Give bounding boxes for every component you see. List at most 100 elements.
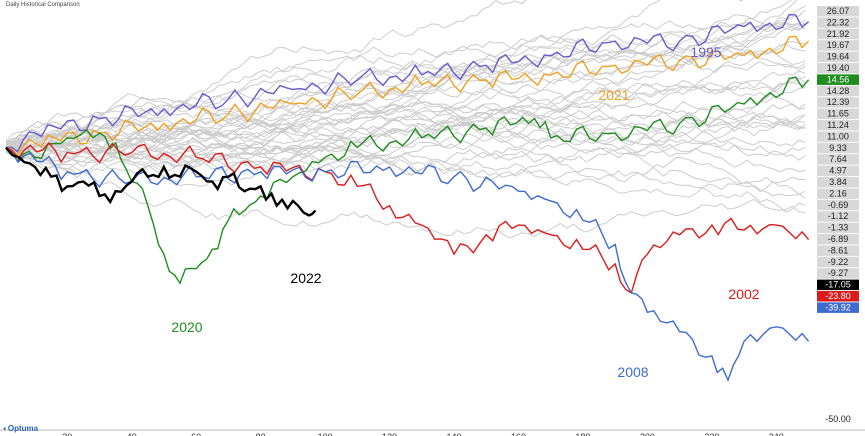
- series-label-2021: 2021: [598, 87, 629, 103]
- y-value-label: -9.22: [828, 257, 849, 267]
- y-value-box: [817, 131, 859, 142]
- gray-series-line: [5, 23, 806, 144]
- series-label-2020: 2020: [171, 319, 202, 335]
- y-value-label: 14.56: [827, 74, 850, 84]
- y-value-label: 12.39: [827, 97, 850, 107]
- y-value-label: 4.97: [829, 166, 847, 176]
- series-line-1995: [5, 13, 810, 153]
- y-value-label: -39.92: [825, 302, 851, 312]
- y-value-box: [817, 63, 859, 74]
- series-line-2021: [5, 35, 810, 157]
- x-tick-label: 160: [511, 432, 526, 436]
- y-value-box: [817, 85, 859, 97]
- y-value-box: [817, 302, 859, 313]
- y-value-box: [817, 188, 859, 199]
- x-tick-label: 20: [62, 432, 72, 436]
- series-line-2008: [5, 147, 810, 382]
- y-value-box: [817, 6, 859, 17]
- y-value-box: [817, 108, 859, 120]
- y-value-box: [817, 74, 859, 85]
- y-value-box: [817, 51, 859, 63]
- x-tick-label: 200: [640, 432, 655, 436]
- y-value-label: -23.80: [825, 291, 851, 301]
- y-value-label: -9.27: [828, 268, 849, 278]
- y-value-box: [817, 97, 859, 108]
- y-value-label: 22.32: [827, 17, 850, 27]
- x-tick-label: 80: [256, 432, 266, 436]
- x-tick-label: 60: [191, 432, 201, 436]
- y-value-box: [817, 142, 859, 154]
- x-tick-label: 40: [127, 432, 137, 436]
- gray-series-line: [5, 77, 806, 168]
- y-value-label: 7.64: [829, 154, 847, 164]
- gray-series-line: [5, 0, 793, 146]
- y-value-box: [817, 154, 859, 165]
- y-value-label: -6.89: [828, 234, 849, 244]
- y-value-box: [817, 256, 859, 268]
- y-value-label: -17.05: [825, 280, 851, 290]
- y-value-box: [817, 245, 859, 256]
- y-value-label: -1.33: [828, 223, 849, 233]
- series-line-2002: [5, 141, 810, 294]
- y-value-label: 14.28: [827, 86, 850, 96]
- series-label-1995: 1995: [690, 44, 721, 60]
- y-value-label: 11.65: [827, 109, 849, 119]
- gray-series-line: [5, 14, 806, 155]
- chart-title: Daily Historical Comparison: [6, 2, 80, 8]
- optuma-logo: ◐Optuma: [3, 424, 38, 433]
- gray-series-line: [5, 136, 806, 184]
- y-value-box: [817, 268, 859, 279]
- y-value-label: 9.33: [829, 143, 847, 153]
- logo-text: Optuma: [7, 424, 39, 433]
- gray-series-line: [5, 0, 528, 142]
- y-value-label: 19.40: [827, 63, 850, 73]
- y-value-label: -50.00: [825, 414, 851, 424]
- x-tick-label: 240: [769, 432, 784, 436]
- gray-series-line: [5, 96, 806, 159]
- y-value-box: [817, 199, 859, 211]
- y-value-label: 19.67: [827, 40, 850, 50]
- y-value-box: [817, 222, 859, 234]
- y-value-box: [817, 234, 859, 245]
- y-value-box: [817, 165, 859, 177]
- y-value-box: [817, 17, 859, 28]
- y-value-box: [817, 120, 859, 131]
- y-value-box: [817, 291, 859, 302]
- gray-series-line: [5, 40, 806, 162]
- gray-series-line: [5, 60, 806, 149]
- x-tick-label: 100: [318, 432, 333, 436]
- series-line-2022: [5, 146, 317, 217]
- series-label-2008: 2008: [617, 364, 648, 380]
- gray-series-line: [5, 121, 806, 187]
- y-value-label: -8.61: [828, 245, 849, 255]
- y-value-label: 19.64: [827, 52, 850, 62]
- y-value-label: 2.16: [829, 188, 847, 198]
- x-tick-label: 220: [704, 432, 719, 436]
- y-value-box: [817, 177, 859, 188]
- gray-series-line: [5, 22, 806, 146]
- y-value-box: [817, 279, 859, 291]
- series-label-2022: 2022: [290, 270, 321, 286]
- y-value-label: -0.69: [828, 200, 849, 210]
- y-value-label: 21.92: [827, 29, 850, 39]
- y-value-box: [817, 28, 859, 40]
- x-tick-label: 140: [446, 432, 461, 436]
- y-value-box: [817, 40, 859, 51]
- gray-series-line: [5, 148, 806, 239]
- gray-series-line: [5, 0, 744, 143]
- series-label-2002: 2002: [728, 286, 759, 302]
- x-tick-label: 120: [382, 432, 397, 436]
- logo-icon: ◐: [3, 424, 8, 433]
- y-value-label: -1.12: [828, 211, 849, 221]
- gray-series-line: [5, 117, 806, 171]
- y-value-label: 11.24: [827, 120, 849, 130]
- y-value-label: 26.07: [827, 6, 850, 16]
- gray-series-line: [5, 0, 798, 145]
- series-line-2020: [5, 76, 810, 285]
- y-value-label: 11.00: [827, 131, 849, 141]
- y-value-label: 3.84: [829, 177, 847, 187]
- x-tick-label: 180: [575, 432, 590, 436]
- y-value-box: [817, 211, 859, 222]
- gray-series-line: [5, 98, 806, 151]
